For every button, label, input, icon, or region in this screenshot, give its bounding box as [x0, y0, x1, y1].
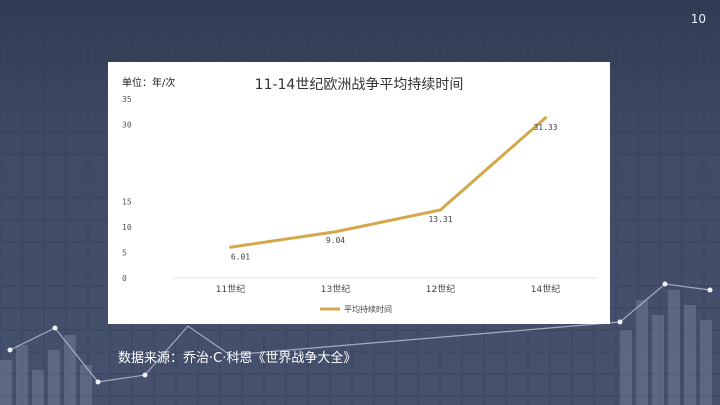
data-point	[334, 230, 337, 234]
data-label: 9.04	[326, 236, 345, 245]
data-label: 6.01	[231, 252, 250, 261]
data-label: 31.33	[533, 123, 557, 132]
x-tick-label: 12世纪	[426, 283, 455, 295]
data-point	[544, 116, 547, 120]
chart-title: 11-14世纪欧洲战争平均持续时间	[254, 77, 464, 93]
y-tick-label: 10	[122, 223, 132, 232]
x-tick-label: 11世纪	[216, 283, 245, 295]
unit-label: 单位：年/次	[122, 78, 176, 89]
source-note: 数据来源：乔治·C·科恩《世界战争大全》	[118, 351, 357, 366]
data-point	[229, 245, 232, 249]
y-tick-label: 15	[122, 197, 132, 206]
y-tick-label: 5	[122, 248, 127, 257]
data-label: 13.31	[428, 215, 452, 224]
y-tick-label: 30	[122, 121, 132, 130]
legend-label: 平均持续时间	[344, 304, 392, 314]
y-tick-label: 0	[122, 274, 127, 283]
chart-card: 0 5 10 15 30 35 11世纪 13世纪 12世纪 14世纪 6.01 9.04 13.31 3…	[108, 62, 610, 324]
page-number: 10	[690, 12, 706, 26]
line-chart: 0 5 10 15 30 35 11世纪 13世纪 12世纪 14世纪 6.01 9.04 13.31 3…	[122, 95, 598, 314]
y-tick-label: 35	[122, 95, 132, 104]
data-point	[439, 208, 442, 212]
x-tick-label: 13世纪	[321, 283, 350, 295]
series-line	[230, 116, 547, 249]
x-tick-label: 14世纪	[531, 283, 560, 295]
